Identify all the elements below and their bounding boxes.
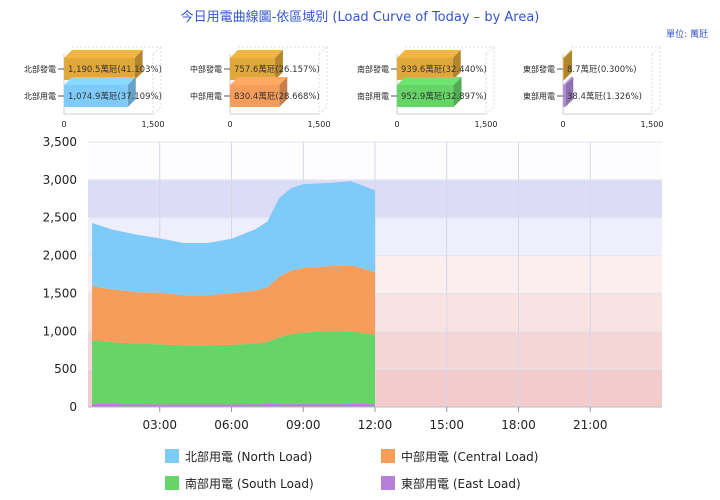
x-tick-label: 21:00 <box>573 418 608 432</box>
gen-label: 南部發電 <box>357 64 389 74</box>
load-value-label: 830.4萬瓩(28.668%) <box>234 91 320 102</box>
load-bar-side <box>279 77 288 107</box>
load-label: 東部用電 <box>523 91 555 101</box>
x-tick-label: 12:00 <box>358 418 393 432</box>
gen-bar-top <box>397 50 461 58</box>
panel-grid-line <box>651 46 661 55</box>
gen-bar-top <box>230 50 283 58</box>
y-tick-label: 0 <box>69 400 77 414</box>
gen-bar-top <box>563 50 572 58</box>
gen-value-label: 8.7萬瓩(0.300%) <box>567 64 637 75</box>
gen-bar-top <box>64 50 143 58</box>
panel-axis-max: 1,500 <box>475 120 498 129</box>
load-bar-top <box>563 77 574 85</box>
legend-swatch <box>381 476 395 490</box>
legend-swatch <box>381 449 395 463</box>
legend-swatch <box>165 449 179 463</box>
y-tick-label: 500 <box>54 362 77 376</box>
load-value-label: 952.9萬瓩(32.897%) <box>401 91 487 102</box>
chart-legend: 北部用電 (North Load) 中部用電 (Central Load) 南部用電… <box>165 449 538 491</box>
legend-swatch <box>165 476 179 490</box>
y-tick-label: 3,500 <box>43 135 77 149</box>
region-panel: 東部發電 8.7萬瓩(0.300%) 東部用電 38.4萬瓩(1.326%) 0 1,50… <box>523 46 664 129</box>
load-bar-side <box>127 77 136 107</box>
panel-axis-min: 0 <box>61 120 66 129</box>
y-tick-label: 2,000 <box>43 249 77 263</box>
gen-label: 中部發電 <box>190 64 222 74</box>
gen-bar-side <box>564 50 572 80</box>
panel-grid-line <box>318 106 328 115</box>
load-bar-side <box>453 77 462 107</box>
load-value-label: 38.4萬瓩(1.326%) <box>567 91 642 102</box>
load-bar <box>230 85 280 107</box>
x-tick-label: 15:00 <box>429 418 464 432</box>
chart-title: 今日用電曲線圖-依區域別 (Load Curve of Today – by A… <box>181 9 540 25</box>
legend-label: 東部用電 (East Load) <box>401 476 521 491</box>
gen-bar-side <box>134 50 143 80</box>
panel-axis-min: 0 <box>394 120 399 129</box>
load-bar-top <box>230 77 288 85</box>
legend-label: 北部用電 (North Load) <box>185 449 312 464</box>
gen-bar <box>397 58 453 80</box>
panel-grid-line <box>152 106 162 115</box>
y-tick-label: 2,500 <box>43 211 77 225</box>
gen-value-label: 1,190.5萬瓩(41.103%) <box>68 64 162 75</box>
east-load-area <box>92 403 376 407</box>
gen-bar <box>64 58 135 80</box>
gen-bar-side <box>452 50 461 80</box>
load-label: 南部用電 <box>357 91 389 101</box>
gen-label: 北部發電 <box>24 64 56 74</box>
y-tick-label: 3,000 <box>43 173 77 187</box>
region-panel: 南部發電 939.6萬瓩(32.440%) 南部用電 952.9萬瓩(32.897%)… <box>357 46 498 129</box>
panel-axis-max: 1,500 <box>142 120 165 129</box>
south-load-area <box>92 331 376 405</box>
load-bar <box>563 85 566 107</box>
panel-grid-line <box>152 46 162 55</box>
load-value-label: 1,074.9萬瓩(37.109%) <box>68 91 162 102</box>
gen-label: 東部發電 <box>523 64 555 74</box>
load-bar-side <box>565 77 574 107</box>
panel-grid-line <box>318 46 328 55</box>
load-bar-top <box>397 77 462 85</box>
region-panel: 北部發電 1,190.5萬瓩(41.103%) 北部用電 1,074.9萬瓩(37.1… <box>24 46 165 129</box>
y-tick-label: 1,000 <box>43 324 77 338</box>
gen-value-label: 939.6萬瓩(32.440%) <box>401 64 487 75</box>
legend-label: 中部用電 (Central Load) <box>401 449 538 464</box>
central-load-area <box>92 265 376 346</box>
x-tick-label: 06:00 <box>214 418 249 432</box>
x-tick-label: 09:00 <box>286 418 321 432</box>
load-bar <box>64 85 128 107</box>
x-tick-label: 03:00 <box>142 418 177 432</box>
panel-grid-line <box>651 106 661 115</box>
panel-axis-max: 1,500 <box>641 120 664 129</box>
panel-axis-min: 0 <box>560 120 565 129</box>
region-panel: 中部發電 757.6萬瓩(26.157%) 中部用電 830.4萬瓩(28.668%)… <box>190 46 331 129</box>
region-panels: 北部發電 1,190.5萬瓩(41.103%) 北部用電 1,074.9萬瓩(37.1… <box>24 46 664 129</box>
gen-value-label: 757.6萬瓩(26.157%) <box>234 64 320 75</box>
gen-bar <box>563 58 564 80</box>
gen-bar-side <box>274 50 283 80</box>
panel-axis-min: 0 <box>227 120 232 129</box>
panel-axis-max: 1,500 <box>308 120 331 129</box>
main-area-chart: 0 500 1,000 1,500 2,000 2,500 3,000 3,500 03:00 0… <box>43 135 662 432</box>
north-load-area <box>92 181 376 296</box>
unit-label: 單位: 萬瓩 <box>666 28 708 40</box>
panel-grid-line <box>485 106 495 115</box>
load-bar-top <box>64 77 136 85</box>
load-bar <box>397 85 454 107</box>
gen-bar <box>230 58 275 80</box>
load-label: 北部用電 <box>24 91 56 101</box>
y-tick-label: 1,500 <box>43 286 77 300</box>
legend-label: 南部用電 (South Load) <box>185 476 314 491</box>
load-label: 中部用電 <box>190 91 222 101</box>
x-tick-label: 18:00 <box>501 418 536 432</box>
panel-grid-line <box>485 46 495 55</box>
